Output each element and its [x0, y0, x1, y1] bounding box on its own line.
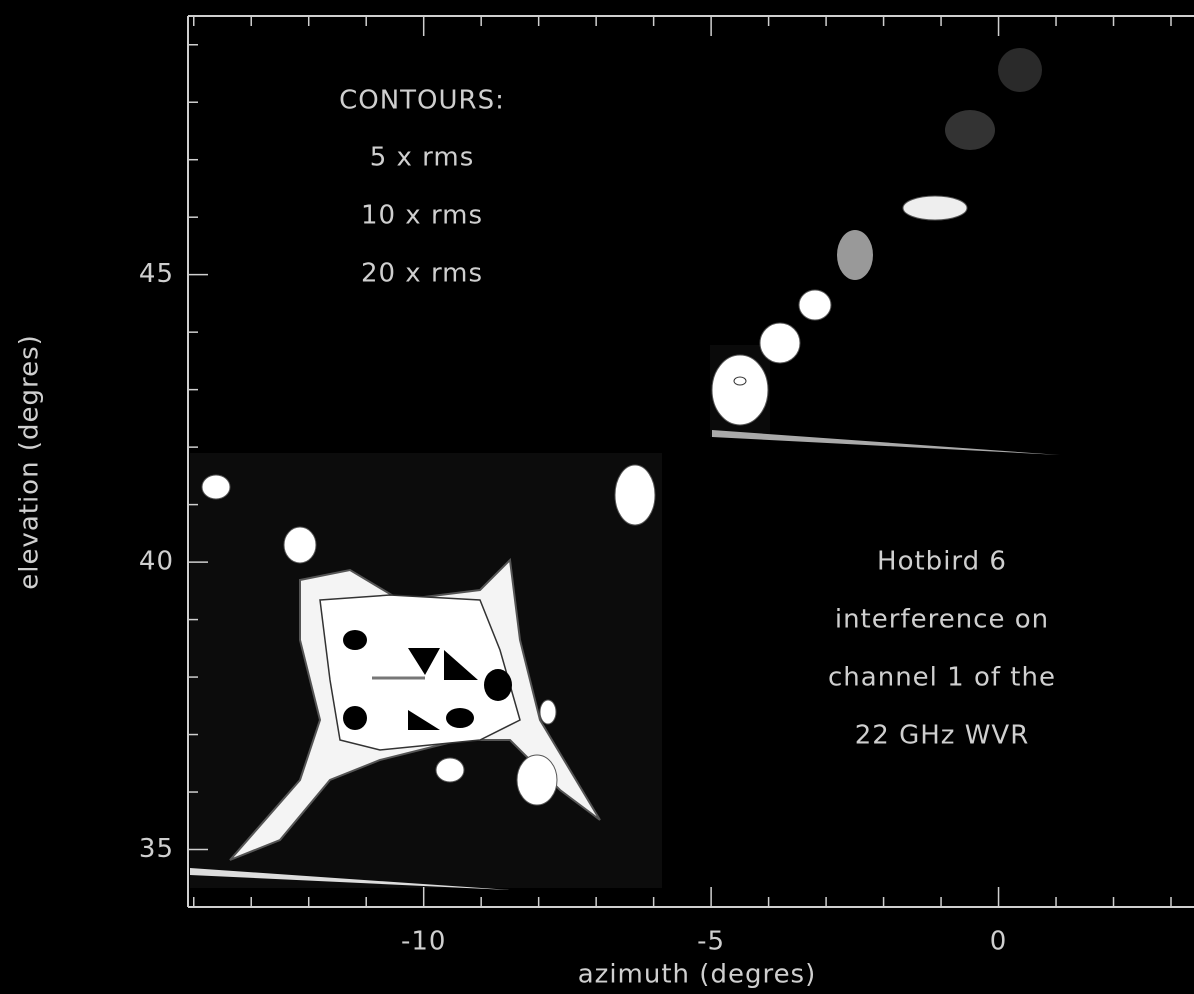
annotation: CONTOURS:	[339, 86, 505, 116]
x-tick-label: -10	[401, 927, 446, 957]
x-tick-label: 0	[990, 927, 1008, 957]
y-tick-label: 45	[139, 259, 174, 289]
y-tick-label: 35	[139, 834, 174, 864]
annotation: 10 x rms	[361, 201, 483, 231]
annotation: channel 1 of the	[828, 663, 1056, 693]
y-axis-label: elevation (degres)	[15, 334, 45, 590]
annotation: 22 GHz WVR	[855, 721, 1030, 751]
y-tick-label: 40	[139, 547, 174, 577]
x-axis-label: azimuth (degres)	[578, 960, 817, 990]
annotation: interference on	[835, 605, 1049, 635]
annotation: 20 x rms	[361, 259, 483, 289]
x-tick-label: -5	[697, 927, 725, 957]
annotation: Hotbird 6	[877, 547, 1007, 577]
annotation: 5 x rms	[370, 143, 475, 173]
intensity-map	[190, 48, 1060, 890]
